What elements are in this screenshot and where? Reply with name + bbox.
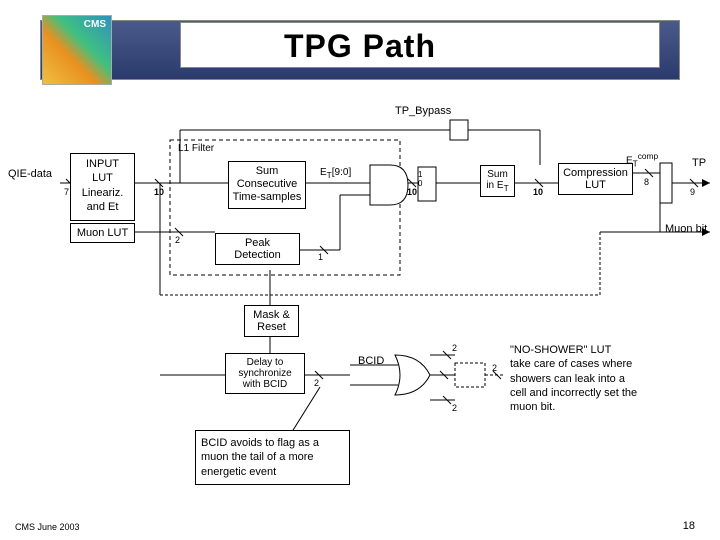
delay-sync-box: Delay tosynchronizewith BCID xyxy=(225,353,305,394)
tp-bypass-label: TP_Bypass xyxy=(395,105,451,117)
bcid-label: BCID xyxy=(358,355,384,367)
peak-detection-box: PeakDetection xyxy=(215,233,300,265)
muon-bit-label: Muon bit xyxy=(665,223,707,235)
bus10b: 10 xyxy=(407,187,417,197)
page-title: TPG Path xyxy=(0,28,720,65)
slide: CMS TPG Path xyxy=(0,0,720,540)
tp-label: TP xyxy=(692,157,706,169)
etcomp-label: ETcomp xyxy=(626,151,658,168)
diagram-canvas: TP_Bypass L1 Filter QIE-data 7 INPUTLUTL… xyxy=(0,95,720,540)
bus10a: 10 xyxy=(154,187,164,197)
bus10c: 10 xyxy=(533,187,543,197)
bus2c: 2 xyxy=(452,343,457,353)
sum-et-box: Sumin ET xyxy=(480,165,515,197)
bus2e: 2 xyxy=(452,403,457,413)
no-shower-note: "NO-SHOWER" LUTtake care of cases wheres… xyxy=(510,343,690,414)
footer-text: CMS June 2003 xyxy=(15,522,80,532)
bus2a: 2 xyxy=(175,235,180,245)
bus2b: 2 xyxy=(314,378,319,388)
bus1: 1 xyxy=(318,252,323,262)
bus7: 7 xyxy=(64,187,69,197)
muon-lut-box: Muon LUT xyxy=(70,223,135,243)
sum-consec-box: SumConsecutiveTime-samples xyxy=(228,161,306,209)
mask-reset-box: Mask &Reset xyxy=(244,305,299,337)
page-number: 18 xyxy=(683,520,695,532)
ff10-1: 10 xyxy=(418,170,422,188)
qie-data-label: QIE-data xyxy=(8,168,52,180)
compression-lut-box: CompressionLUT xyxy=(558,163,633,195)
bus8: 8 xyxy=(644,177,649,187)
l1-filter-label: L1 Filter xyxy=(178,143,214,154)
bus9: 9 xyxy=(690,187,695,197)
input-lut-box: INPUTLUTLineariz.and Et xyxy=(70,153,135,221)
bcid-note-box: BCID avoids to flag as amuon the tail of… xyxy=(195,430,350,485)
bus2d: 2 xyxy=(492,363,497,373)
et90-label: ET[9:0] xyxy=(320,167,351,180)
